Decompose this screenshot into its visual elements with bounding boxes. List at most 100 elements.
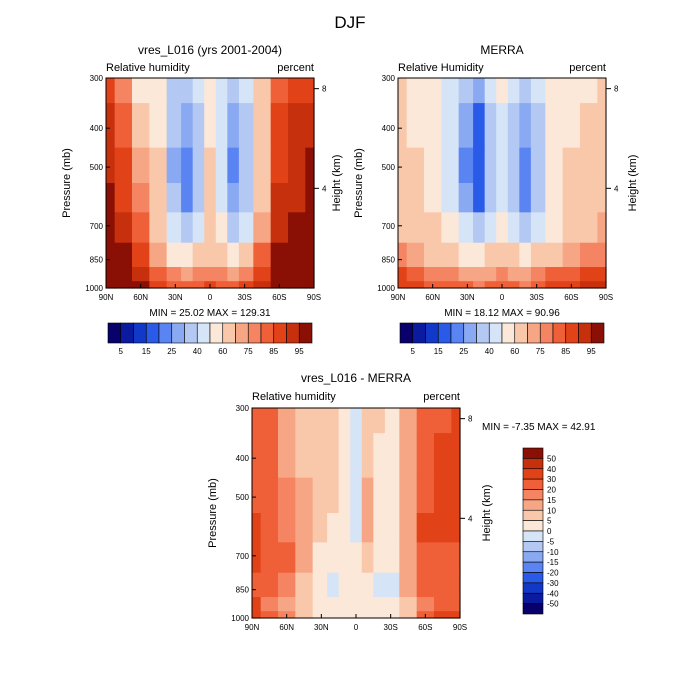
heatmap-cell bbox=[166, 183, 182, 213]
heatmap-cell bbox=[327, 433, 340, 479]
colorbar-swatch bbox=[145, 322, 160, 344]
heatmap-cell bbox=[473, 242, 486, 268]
colorbar-swatch bbox=[437, 322, 452, 344]
x-tick-label: 60N bbox=[133, 293, 148, 302]
heatmap-cell bbox=[441, 78, 460, 104]
colorbar-swatch bbox=[133, 322, 147, 344]
heatmap-cell bbox=[597, 242, 607, 268]
colorbar-swatch bbox=[412, 322, 426, 344]
y-tick-label: 1000 bbox=[85, 284, 103, 293]
heatmap-cell bbox=[149, 281, 168, 289]
colorbar-label: 50 bbox=[547, 454, 556, 463]
heatmap-cell bbox=[252, 408, 262, 434]
heatmap-cell bbox=[451, 408, 461, 434]
colorbar-label: -10 bbox=[547, 548, 559, 557]
heatmap-cell bbox=[215, 147, 228, 184]
panel-right-variable-label: Relative Humidity bbox=[398, 62, 484, 74]
heatmap-cell bbox=[181, 103, 194, 149]
heatmap-cell bbox=[278, 408, 296, 434]
heatmap-cell bbox=[361, 542, 374, 574]
colorbar-swatch bbox=[501, 322, 516, 344]
heatmap-cell bbox=[399, 408, 418, 434]
heatmap-cell bbox=[434, 542, 452, 574]
heatmap-cell bbox=[252, 611, 262, 619]
heatmap-cell bbox=[132, 183, 150, 213]
heatmap-cell bbox=[361, 433, 374, 479]
heatmap-cell bbox=[597, 103, 607, 149]
heatmap-cell bbox=[238, 103, 254, 149]
y2-tick-label: 8 bbox=[468, 415, 473, 424]
heatmap-cell bbox=[451, 611, 461, 619]
heatmap-cell bbox=[398, 103, 408, 149]
y2-tick-label: 4 bbox=[322, 184, 327, 193]
heatmap-cell bbox=[350, 542, 363, 574]
heatmap-cell bbox=[441, 183, 460, 213]
heatmap-cell bbox=[580, 281, 598, 289]
heatmap-cell bbox=[597, 147, 607, 184]
heatmap-cell bbox=[416, 572, 435, 598]
heatmap-cell bbox=[473, 281, 486, 289]
heatmap-cell bbox=[192, 147, 205, 184]
heatmap-cell bbox=[496, 242, 509, 268]
heatmap-cell bbox=[238, 212, 254, 244]
heatmap-cell bbox=[253, 242, 272, 268]
y-tick-label: 500 bbox=[236, 493, 250, 502]
heatmap-cell bbox=[295, 513, 314, 543]
panel-right-y2-axis-label: Height (km) bbox=[627, 155, 639, 212]
y-tick-label: 300 bbox=[90, 74, 104, 83]
heatmap-cell bbox=[253, 183, 272, 213]
heatmap-cell bbox=[545, 267, 564, 282]
y2-tick-label: 4 bbox=[614, 184, 619, 193]
colorbar-label: 95 bbox=[295, 347, 304, 356]
colorbar-label: -20 bbox=[547, 569, 559, 578]
colorbar-swatch bbox=[488, 322, 503, 344]
heatmap-cell bbox=[288, 103, 306, 149]
heatmap-cell bbox=[350, 477, 363, 514]
heatmap-cell bbox=[260, 408, 279, 434]
heatmap-cell bbox=[424, 212, 442, 244]
heatmap-cell bbox=[238, 183, 254, 213]
heatmap-cell bbox=[288, 267, 306, 282]
colorbar-label: 60 bbox=[510, 347, 519, 356]
heatmap-cell bbox=[350, 597, 363, 612]
heatmap-cell bbox=[288, 183, 306, 213]
colorbar-swatch bbox=[514, 322, 528, 344]
heatmap-cell bbox=[416, 542, 435, 574]
heatmap-cell bbox=[166, 212, 182, 244]
heatmap-cell bbox=[260, 513, 279, 543]
heatmap-cell bbox=[149, 212, 168, 244]
heatmap-cell bbox=[238, 267, 254, 282]
panel-right: MERRA Relative Humidity percent 90N 60N 30… bbox=[353, 43, 639, 356]
heatmap-cell bbox=[399, 611, 418, 619]
heatmap-cell bbox=[181, 78, 194, 104]
heatmap-cell bbox=[451, 477, 461, 514]
heatmap-cell bbox=[204, 212, 217, 244]
colorbar-label: 30 bbox=[547, 475, 556, 484]
heatmap-cell bbox=[149, 242, 168, 268]
heatmap-cell bbox=[441, 242, 460, 268]
heatmap-cell bbox=[545, 78, 564, 104]
heatmap-cell bbox=[288, 78, 306, 104]
heatmap-cell bbox=[361, 477, 374, 514]
panel-right-title: MERRA bbox=[480, 43, 523, 57]
heatmap-cell bbox=[181, 267, 194, 282]
colorbar-swatch bbox=[450, 322, 465, 344]
panel-left-colorbar: 5 15 25 40 60 75 85 95 bbox=[107, 322, 313, 356]
heatmap-cell bbox=[106, 78, 116, 104]
heatmap-cell bbox=[270, 78, 289, 104]
heatmap-cell bbox=[252, 513, 262, 543]
heatmap-cell bbox=[278, 572, 296, 598]
heatmap-cell bbox=[295, 597, 314, 612]
heatmap-cell bbox=[484, 281, 497, 289]
heatmap-cell bbox=[530, 147, 546, 184]
heatmap-cell bbox=[215, 242, 228, 268]
heatmap-cell bbox=[260, 542, 279, 574]
heatmap-cell bbox=[424, 147, 442, 184]
heatmap-cell bbox=[204, 267, 217, 282]
heatmap-cell bbox=[530, 183, 546, 213]
colorbar-swatch bbox=[527, 322, 541, 344]
heatmap-cell bbox=[384, 611, 400, 619]
heatmap-cell bbox=[295, 542, 314, 574]
heatmap-cell bbox=[562, 242, 581, 268]
